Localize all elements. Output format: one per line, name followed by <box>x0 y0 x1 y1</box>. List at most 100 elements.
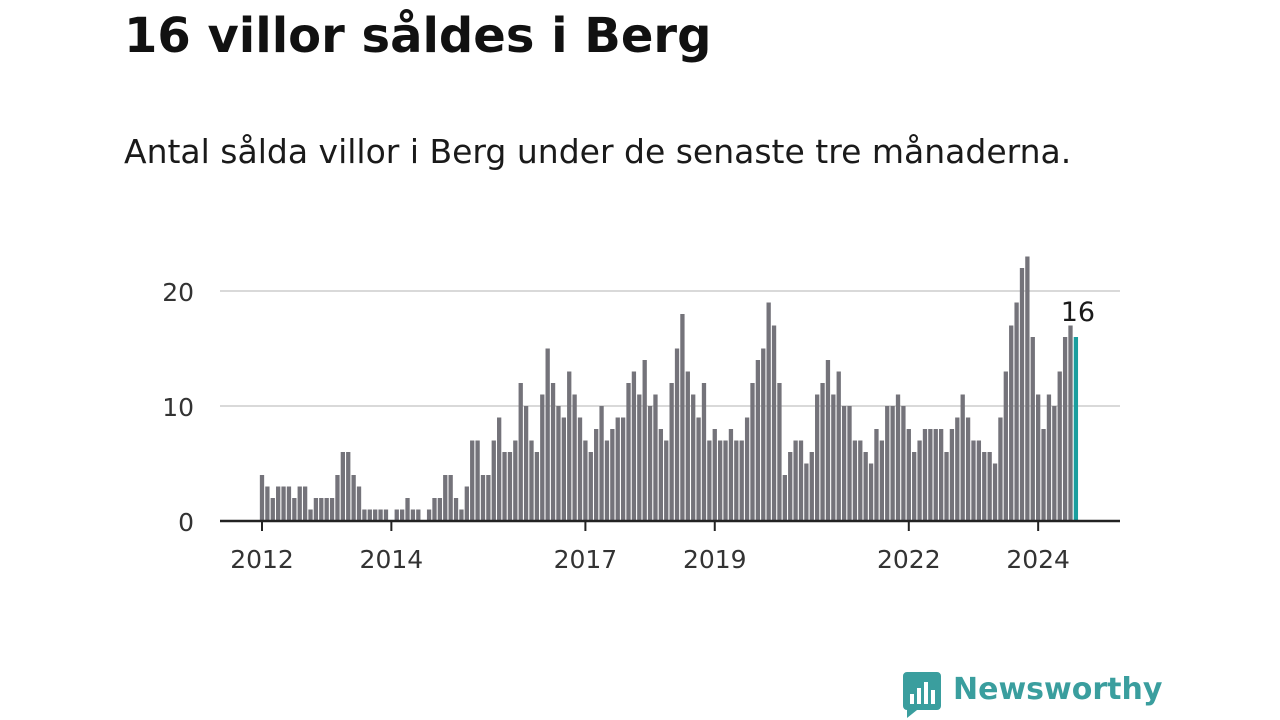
bar <box>443 475 448 521</box>
bar <box>453 498 459 521</box>
bar <box>777 383 782 521</box>
bar <box>895 394 901 521</box>
bar <box>723 440 728 521</box>
bar <box>788 452 793 521</box>
bar <box>885 406 890 521</box>
bar <box>938 429 944 521</box>
bar <box>604 440 610 521</box>
bar <box>734 440 739 521</box>
bar <box>475 440 480 521</box>
bar <box>545 348 550 521</box>
bar <box>459 509 464 521</box>
page-title: 16 villor såldes i Berg <box>124 8 712 64</box>
bar <box>416 509 421 521</box>
bar <box>340 452 345 521</box>
bar <box>394 509 399 521</box>
bar <box>329 498 335 521</box>
bar <box>335 475 340 521</box>
bar <box>572 394 577 521</box>
bar <box>470 440 475 521</box>
x-tick-label: 2019 <box>683 545 747 574</box>
bar <box>615 417 620 521</box>
bar <box>653 394 658 521</box>
bar <box>1041 429 1046 521</box>
bar <box>276 486 281 521</box>
bar <box>798 440 804 521</box>
bar <box>674 348 680 521</box>
bar <box>540 394 545 521</box>
tick-labels: 0 10 20 2012 2014 2017 2019 2022 2024 16 <box>162 278 1095 574</box>
bar <box>610 429 615 521</box>
bar <box>1030 337 1035 521</box>
bar <box>998 417 1003 521</box>
bar <box>383 509 389 521</box>
bar <box>890 406 895 521</box>
bar <box>744 417 750 521</box>
bar <box>917 440 922 521</box>
bar <box>685 371 690 521</box>
bar <box>664 440 669 521</box>
bar <box>491 440 496 521</box>
y-tick-label: 20 <box>162 278 194 307</box>
bar <box>680 314 685 521</box>
bar <box>448 475 453 521</box>
bar <box>944 452 949 521</box>
bar <box>707 440 712 521</box>
bar <box>319 498 324 521</box>
bar <box>529 440 534 521</box>
bar <box>583 440 588 521</box>
bar <box>809 452 814 521</box>
bar <box>804 463 809 521</box>
bar <box>949 429 955 521</box>
bar <box>426 509 432 521</box>
bar <box>513 440 518 521</box>
bar <box>1062 337 1068 521</box>
bar <box>1019 268 1025 521</box>
bar <box>642 360 647 521</box>
bar <box>356 486 362 521</box>
bar <box>432 498 437 521</box>
bar <box>976 440 982 521</box>
bar <box>308 509 313 521</box>
bar <box>302 486 308 521</box>
bar <box>324 498 329 521</box>
bar <box>637 394 642 521</box>
bar <box>971 440 976 521</box>
highlight-data-label: 16 <box>1061 297 1095 328</box>
bar <box>464 486 469 521</box>
bar <box>367 509 372 521</box>
bar <box>561 417 566 521</box>
bar <box>879 440 884 521</box>
bar <box>728 429 734 521</box>
bar <box>378 509 383 521</box>
bar <box>825 360 831 521</box>
bar <box>550 383 556 521</box>
bar <box>594 429 599 521</box>
bar <box>658 429 664 521</box>
bar <box>982 452 987 521</box>
bar <box>691 394 696 521</box>
bar <box>955 417 960 521</box>
bar <box>1025 256 1030 521</box>
bar <box>480 475 486 521</box>
bar <box>820 383 825 521</box>
bar <box>534 452 540 521</box>
bar <box>793 440 798 521</box>
bar <box>933 429 938 521</box>
bar <box>346 452 351 521</box>
bar <box>761 348 766 521</box>
bar <box>620 417 626 521</box>
bar <box>831 394 836 521</box>
bar <box>987 452 992 521</box>
newsworthy-logo-icon <box>903 672 941 718</box>
bar <box>373 509 378 521</box>
bar <box>771 325 777 521</box>
bar <box>351 475 356 521</box>
bar <box>399 509 405 521</box>
bar <box>270 498 275 521</box>
bar <box>906 429 911 521</box>
y-tick-label: 0 <box>178 508 194 537</box>
x-axis <box>220 519 1120 531</box>
brand-name: Newsworthy <box>953 672 1163 707</box>
